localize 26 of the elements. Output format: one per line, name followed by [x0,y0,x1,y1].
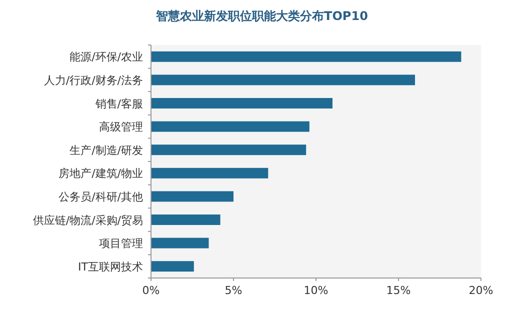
x-tick-label: 0% [142,284,160,297]
bar [151,144,306,156]
x-tick-label: 15% [386,284,411,297]
x-tick-label: 5% [224,284,242,297]
bar [151,261,194,272]
y-tick-label: 销售/客服 [94,97,143,110]
x-tick-label: 10% [304,284,328,297]
bar [151,238,209,248]
y-tick-label: 供应链/物流/采购/贸易 [32,214,143,227]
y-tick-label: 公务员/科研/其他 [58,190,143,204]
y-tick-label: 项目管理 [99,237,143,250]
bar [151,74,415,86]
y-tick-label: IT互联网技术 [78,260,143,274]
chart-title: 智慧农业新发职位职能大类分布TOP10 [155,9,368,23]
y-tick-label: 房地产/建筑/物业 [58,167,143,180]
y-tick-label: 人力/行政/财务/法务 [44,74,143,87]
bar [151,214,220,225]
y-tick-label: 高级管理 [99,120,143,134]
bar [151,191,234,202]
bar [151,98,332,108]
bar [151,51,462,62]
bar [151,168,268,178]
y-tick-label: 生产/制造/研发 [70,144,143,157]
bar [151,121,310,132]
x-tick-label: 20% [468,284,494,297]
y-tick-label: 能源/环保/农业 [70,50,143,64]
